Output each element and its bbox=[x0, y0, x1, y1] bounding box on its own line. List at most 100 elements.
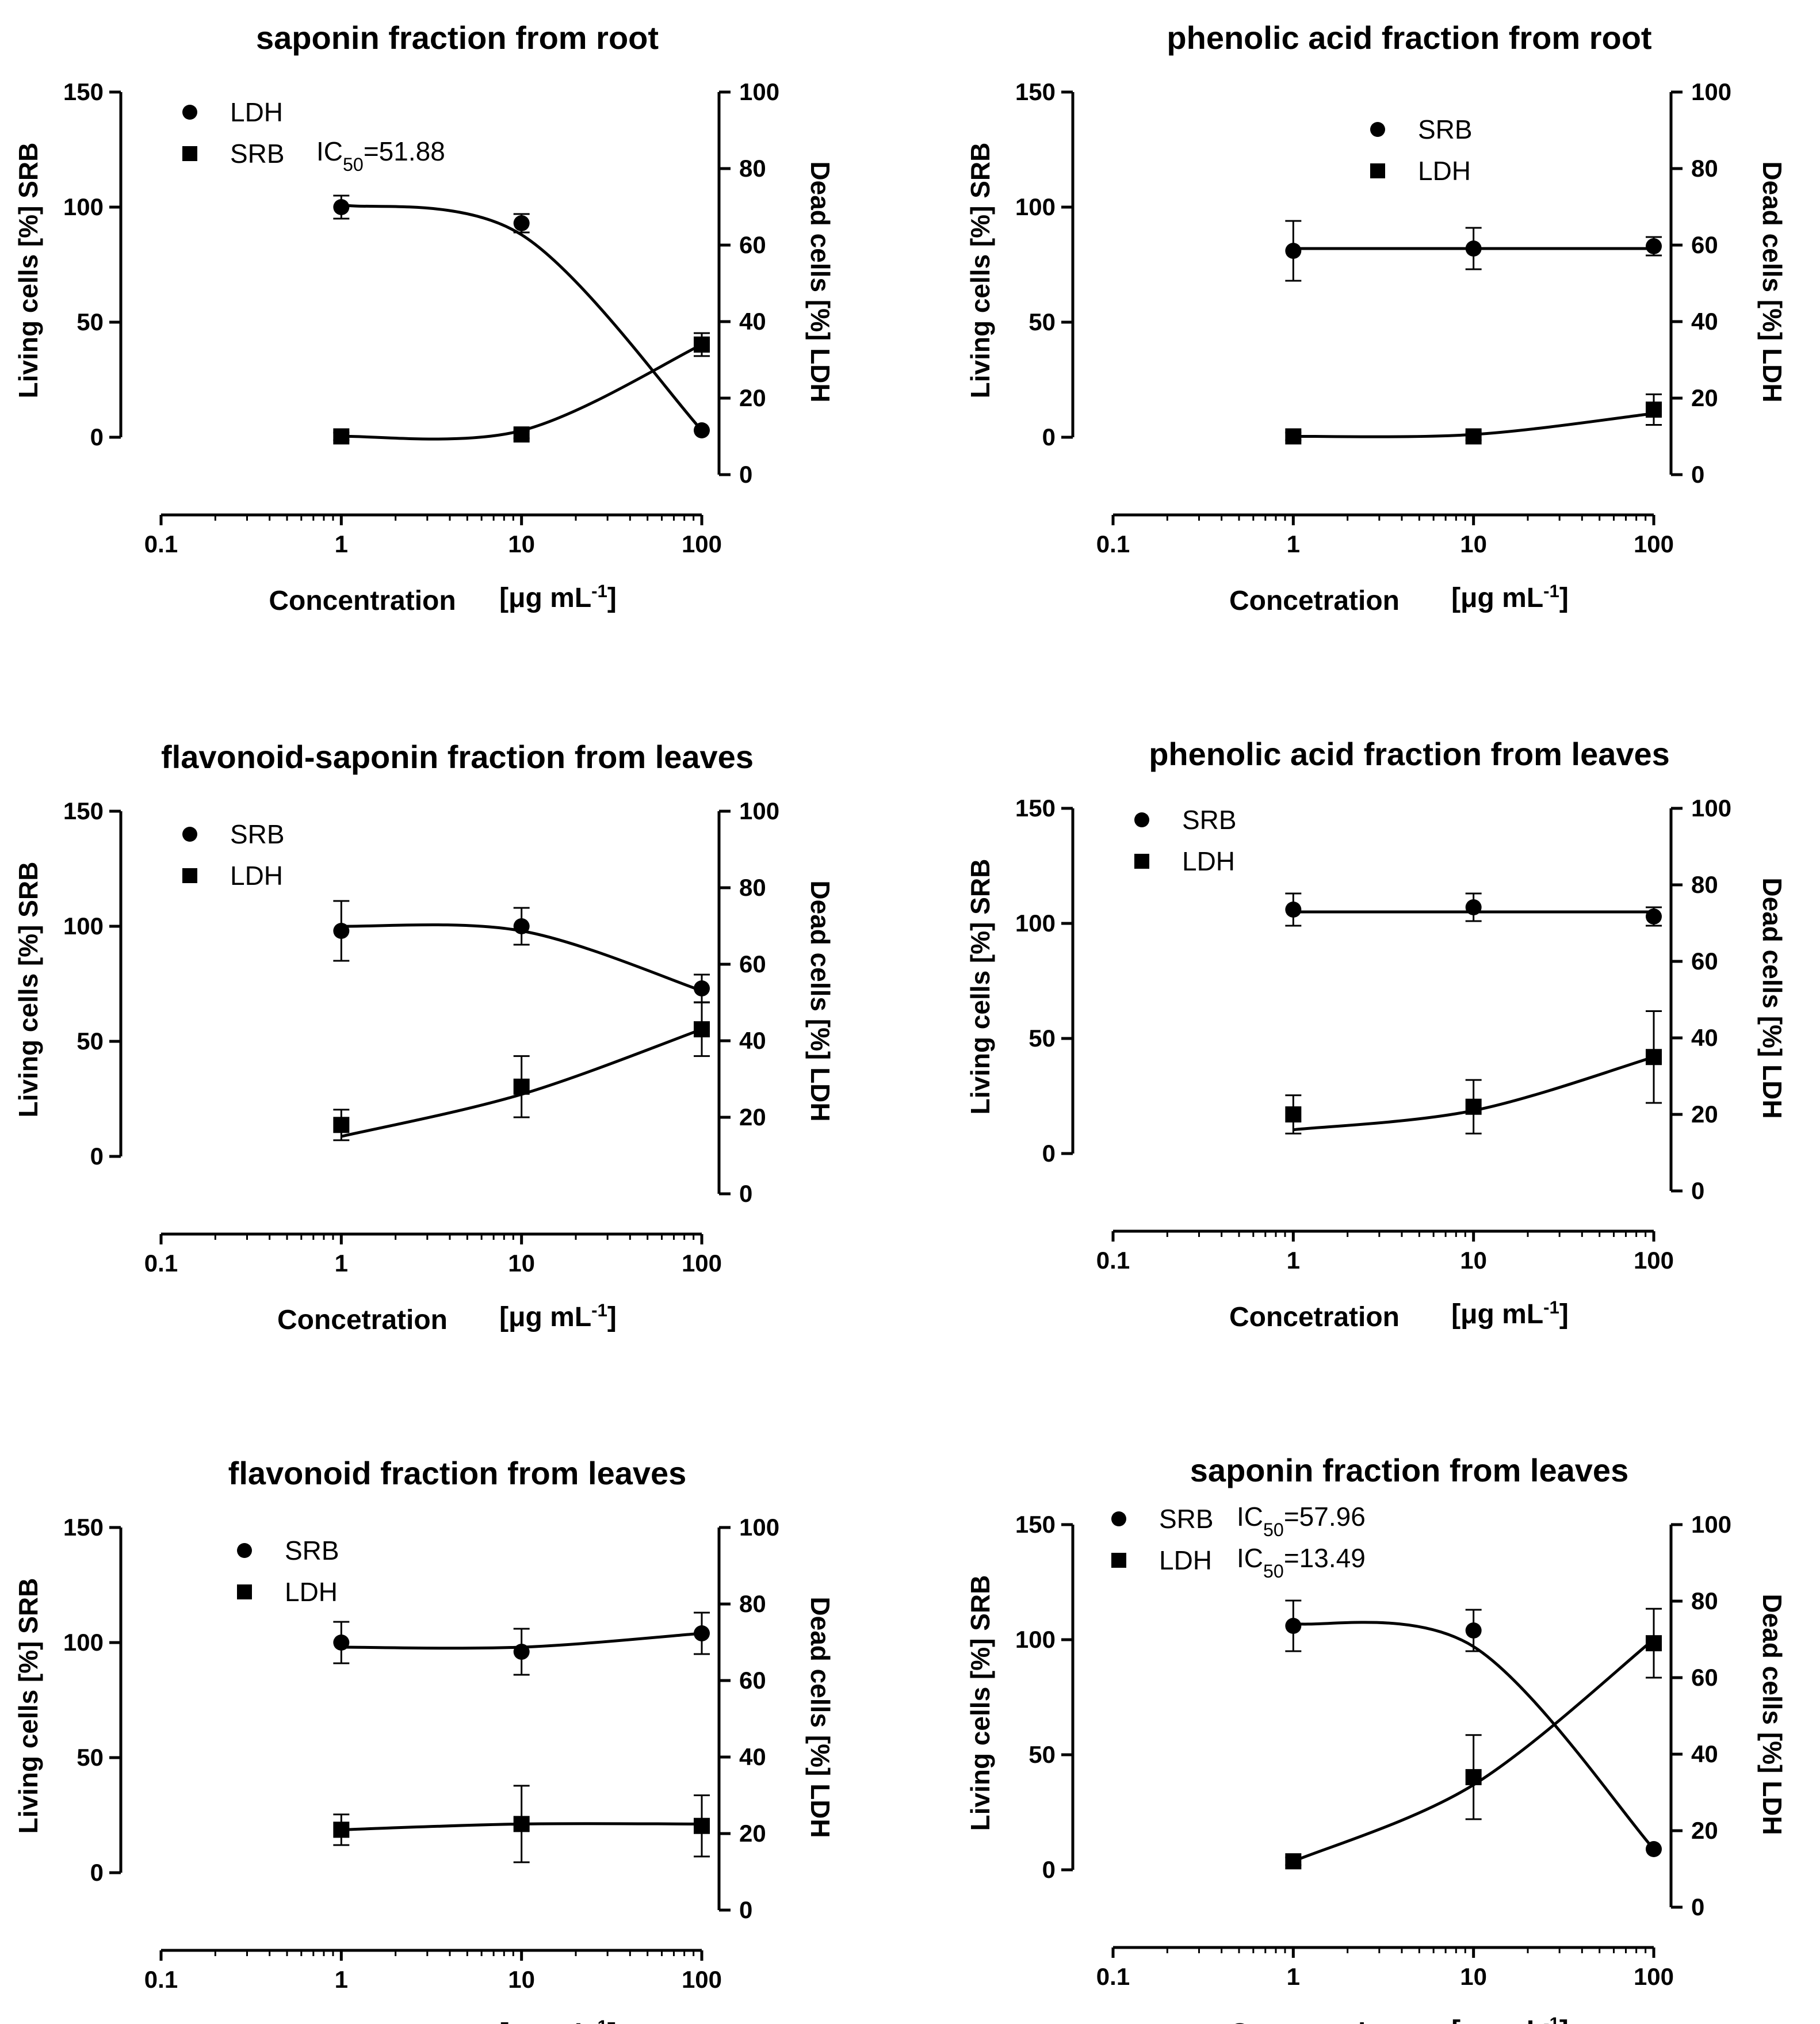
x-tick-label: 100 bbox=[1634, 1247, 1674, 1274]
left-y-tick-label: 50 bbox=[77, 308, 104, 335]
right-y-tick-label: 40 bbox=[739, 1743, 766, 1770]
x-tick-label: 0.1 bbox=[1096, 1247, 1130, 1274]
legend-marker-srb bbox=[237, 1543, 252, 1558]
right-y-axis-label: Dead cells [%] LDH bbox=[805, 161, 835, 402]
x-axis-unit: [μg mL-1] bbox=[499, 2017, 617, 2024]
right-y-tick-label: 40 bbox=[739, 308, 766, 335]
legend-label: SRB bbox=[1418, 114, 1473, 144]
left-y-tick-label: 100 bbox=[63, 1629, 104, 1656]
legend-label: SRB bbox=[285, 1536, 339, 1565]
right-y-tick-label: 60 bbox=[739, 950, 766, 977]
data-point-ldh bbox=[1285, 428, 1302, 445]
x-tick-label: 1 bbox=[335, 1966, 348, 1993]
data-point-srb bbox=[1646, 1841, 1662, 1857]
x-tick-label: 0.1 bbox=[144, 1966, 178, 1993]
right-y-tick-label: 20 bbox=[739, 384, 766, 411]
data-point-srb bbox=[1646, 238, 1662, 254]
data-point-srb bbox=[513, 918, 530, 934]
right-y-tick-label: 0 bbox=[739, 461, 752, 488]
legend-label: SRB bbox=[230, 139, 285, 169]
data-point-srb bbox=[1465, 1622, 1482, 1639]
data-point-ldh bbox=[1465, 428, 1482, 445]
left-y-tick-label: 0 bbox=[90, 1859, 104, 1886]
chart-title: flavonoid-saponin fraction from leaves bbox=[161, 739, 754, 775]
right-y-tick-label: 100 bbox=[1691, 795, 1731, 822]
x-tick-label: 100 bbox=[682, 1250, 722, 1277]
data-point-ldh bbox=[694, 1817, 710, 1834]
data-point-ldh bbox=[1646, 1049, 1662, 1066]
x-tick-label: 100 bbox=[682, 530, 722, 557]
data-point-ldh bbox=[1465, 1098, 1482, 1115]
right-y-tick-label: 100 bbox=[1691, 1511, 1731, 1538]
left-y-tick-label: 100 bbox=[63, 912, 104, 940]
right-y-tick-label: 0 bbox=[739, 1896, 752, 1923]
right-y-tick-label: 80 bbox=[739, 1590, 766, 1617]
left-y-tick-label: 0 bbox=[90, 423, 104, 450]
legend-marker-ldh bbox=[1134, 854, 1149, 869]
legend-label: LDH bbox=[285, 1577, 338, 1607]
x-axis-label: Concentration bbox=[269, 586, 456, 616]
left-y-axis-label: Living cells [%] SRB bbox=[13, 143, 43, 399]
x-axis-unit: [μg mL-1] bbox=[1451, 2014, 1569, 2024]
legend-marker-srb bbox=[182, 827, 197, 842]
fit-curve-srb bbox=[341, 343, 703, 441]
right-y-tick-label: 80 bbox=[739, 155, 766, 182]
legend-marker-srb bbox=[182, 146, 197, 161]
left-y-axis-label: Living cells [%] SRB bbox=[13, 862, 43, 1118]
left-y-tick-label: 150 bbox=[1015, 78, 1056, 105]
left-y-tick-label: 150 bbox=[1015, 795, 1056, 822]
left-y-axis-label: Living cells [%] SRB bbox=[13, 1578, 43, 1834]
right-y-tick-label: 20 bbox=[739, 1103, 766, 1131]
data-point-srb bbox=[513, 426, 530, 443]
right-y-tick-label: 60 bbox=[739, 231, 766, 258]
x-axis-unit: [μg mL-1] bbox=[1451, 1297, 1569, 1330]
right-y-tick-label: 20 bbox=[739, 1820, 766, 1847]
ic50-annotation: IC50=13.49 bbox=[1237, 1543, 1366, 1582]
right-y-axis-label: Dead cells [%] LDH bbox=[805, 880, 835, 1121]
chart-panel-1: saponin fraction from root050100150Livin… bbox=[13, 20, 835, 616]
left-y-tick-label: 100 bbox=[1015, 193, 1056, 220]
right-y-tick-label: 60 bbox=[1691, 231, 1718, 258]
x-tick-label: 0.1 bbox=[144, 530, 178, 557]
left-y-tick-label: 150 bbox=[63, 1514, 104, 1541]
legend-marker-srb bbox=[1134, 812, 1149, 827]
data-point-ldh bbox=[513, 1816, 530, 1832]
x-tick-label: 1 bbox=[1287, 1963, 1300, 1990]
left-y-tick-label: 0 bbox=[90, 1143, 104, 1170]
right-y-tick-label: 0 bbox=[739, 1180, 752, 1207]
chart-panel-6: saponin fraction from leaves050100150Liv… bbox=[965, 1452, 1787, 2024]
x-axis-unit: [μg mL-1] bbox=[499, 1300, 617, 1333]
x-tick-label: 10 bbox=[508, 530, 535, 557]
legend-label: LDH bbox=[1418, 156, 1471, 186]
data-point-srb bbox=[1646, 908, 1662, 925]
legend-marker-ldh bbox=[1111, 1553, 1126, 1568]
right-y-tick-label: 80 bbox=[1691, 155, 1718, 182]
chart-panel-2: phenolic acid fraction from root05010015… bbox=[965, 20, 1787, 616]
right-y-tick-label: 60 bbox=[1691, 1664, 1718, 1691]
chart-title: saponin fraction from root bbox=[256, 20, 659, 56]
left-y-tick-label: 100 bbox=[1015, 1626, 1056, 1653]
x-tick-label: 10 bbox=[1460, 1963, 1487, 1990]
right-y-tick-label: 40 bbox=[739, 1027, 766, 1054]
right-y-tick-label: 20 bbox=[1691, 1817, 1718, 1844]
right-y-tick-label: 60 bbox=[1691, 948, 1718, 975]
legend-label: LDH bbox=[1159, 1545, 1212, 1575]
legend-label: SRB bbox=[1159, 1504, 1214, 1534]
x-tick-label: 100 bbox=[1634, 1963, 1674, 1990]
x-tick-label: 0.1 bbox=[1096, 1963, 1130, 1990]
legend-label: LDH bbox=[1182, 846, 1235, 876]
right-y-tick-label: 80 bbox=[1691, 871, 1718, 898]
left-y-tick-label: 50 bbox=[77, 1028, 104, 1055]
right-y-tick-label: 100 bbox=[1691, 78, 1731, 105]
data-point-ldh bbox=[694, 1021, 710, 1038]
left-y-tick-label: 0 bbox=[1042, 1140, 1056, 1167]
left-y-tick-label: 100 bbox=[63, 193, 104, 220]
chart-title: phenolic acid fraction from root bbox=[1167, 20, 1651, 56]
right-y-axis-label: Dead cells [%] LDH bbox=[1757, 1594, 1787, 1835]
ic50-annotation: IC50=51.88 bbox=[316, 136, 445, 175]
ic50-annotation: IC50=57.96 bbox=[1237, 1502, 1366, 1540]
right-y-tick-label: 60 bbox=[739, 1667, 766, 1694]
data-point-srb bbox=[694, 980, 710, 996]
left-y-tick-label: 0 bbox=[1042, 1856, 1056, 1883]
